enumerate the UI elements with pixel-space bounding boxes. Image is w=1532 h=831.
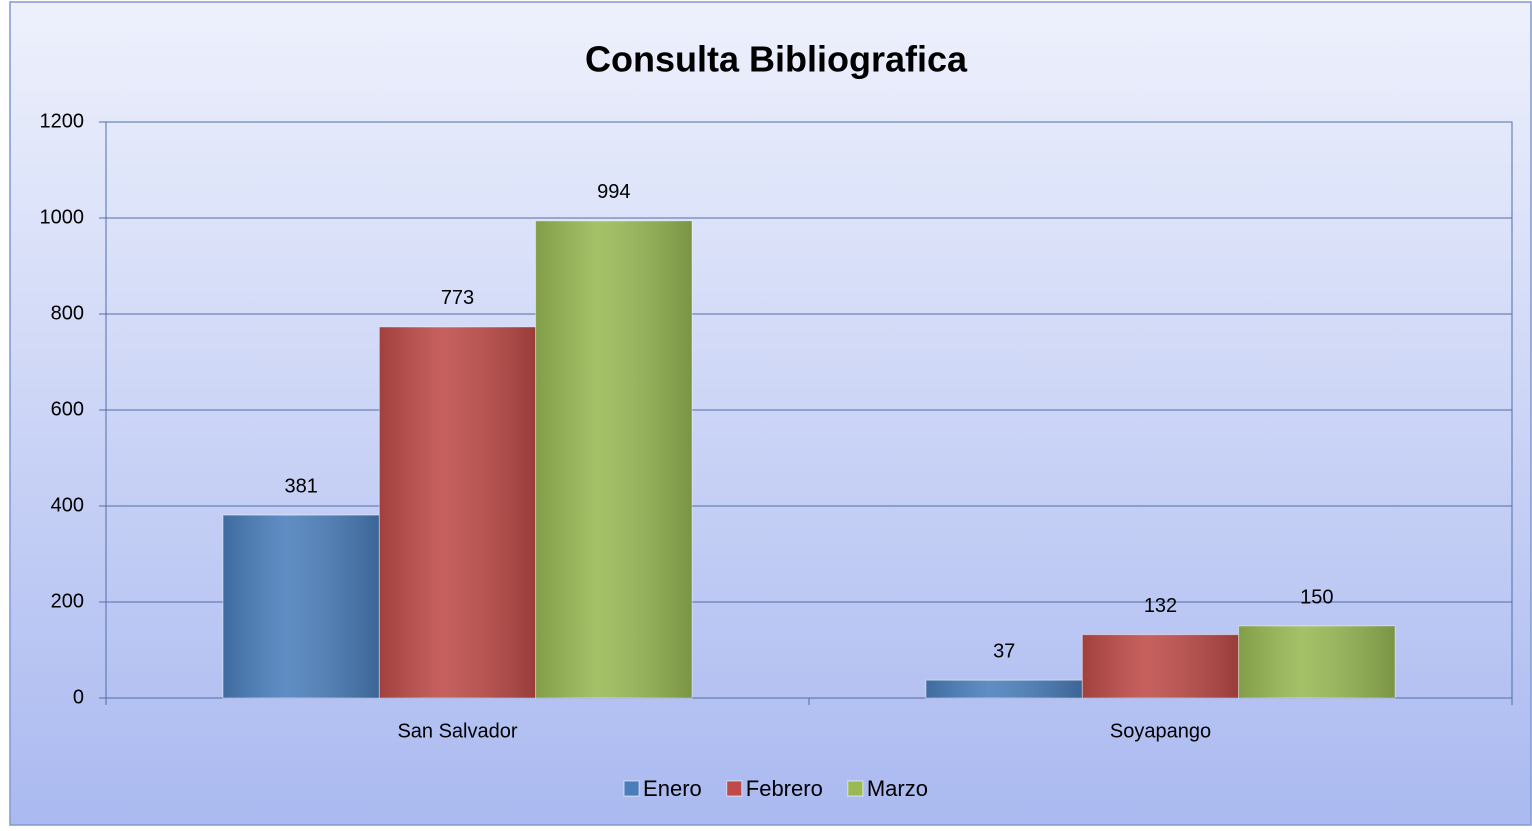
data-label: 37 [993, 641, 1015, 663]
data-label: 150 [1300, 586, 1333, 608]
x-tick-label: Soyapango [1110, 720, 1211, 742]
y-tick-label: 800 [51, 302, 84, 324]
legend-swatch [623, 780, 640, 797]
legend: Enero Febrero Marzo [623, 776, 928, 801]
y-tick-label: 200 [51, 590, 84, 612]
bars [222, 220, 1396, 699]
data-label: 132 [1144, 595, 1177, 617]
y-tick-label: 1000 [40, 206, 85, 228]
x-tick-label: San Salvador [397, 720, 517, 742]
labels: 0 200 400 600 800 1000 1200 San Salvador 381 773 9… [40, 110, 1334, 742]
legend-label: Marzo [867, 776, 928, 801]
data-label: 381 [285, 475, 318, 497]
bar-shine [1082, 634, 1239, 698]
legend-label: Febrero [746, 776, 823, 801]
legend-swatch [847, 780, 864, 797]
y-tick-label: 1200 [40, 110, 85, 132]
bar-shine [379, 326, 536, 698]
legend-label: Enero [643, 776, 702, 801]
data-label: 994 [597, 181, 630, 203]
bar-shine [535, 220, 692, 698]
y-tick-label: 600 [51, 398, 84, 420]
data-label: 773 [441, 287, 474, 309]
chart-background [9, 1, 1532, 826]
bar-shine [1238, 626, 1395, 698]
legend-swatch [726, 780, 743, 797]
bar-shine [926, 680, 1083, 698]
y-tick-label: 400 [51, 494, 84, 516]
bar-shine [223, 515, 380, 698]
chart-title: Consulta Bibliografica [585, 39, 968, 80]
y-tick-label: 0 [73, 686, 84, 708]
